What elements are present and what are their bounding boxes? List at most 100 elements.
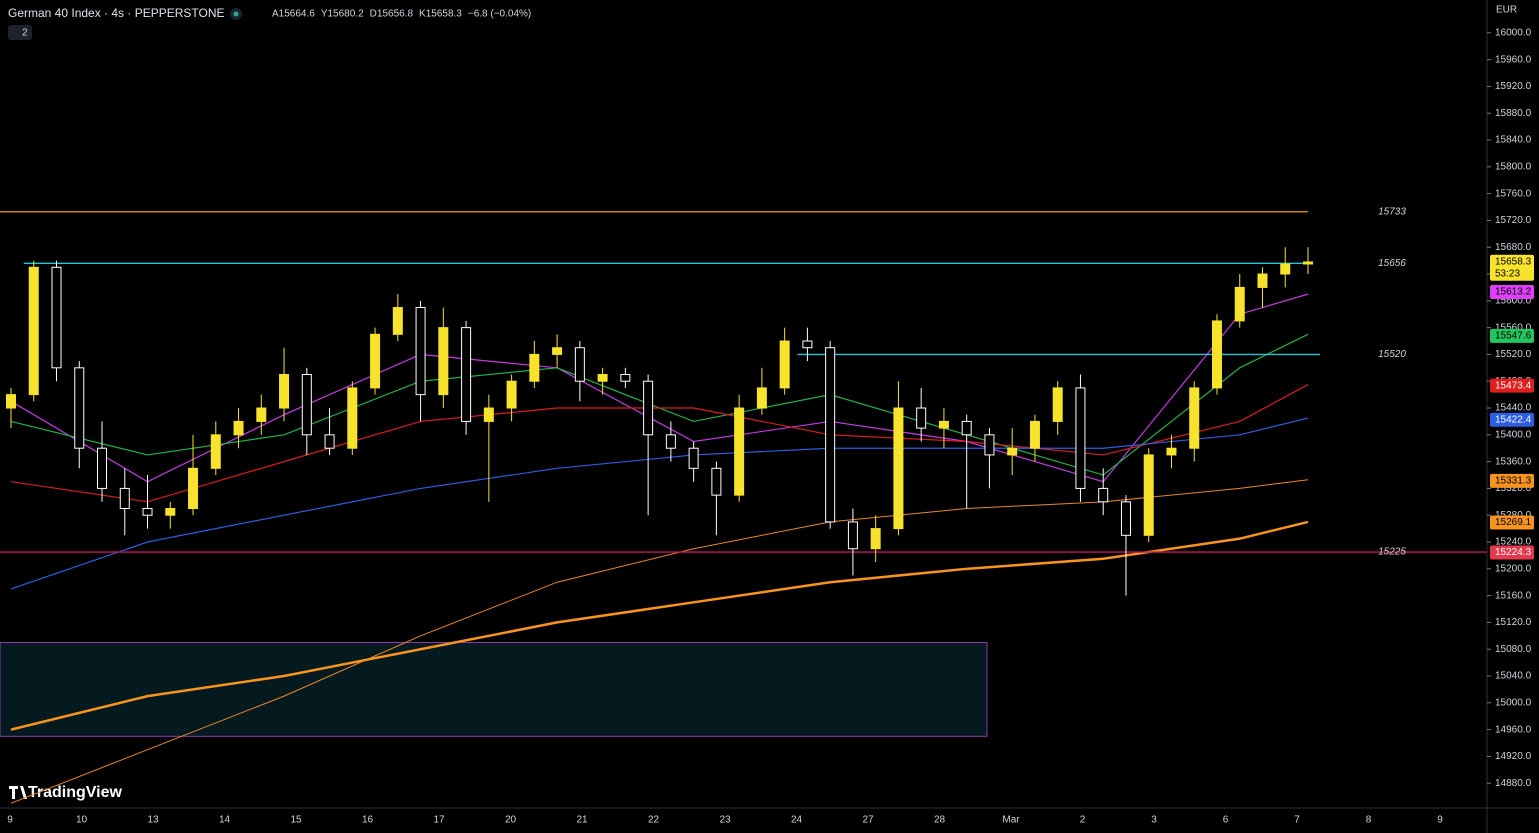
candle-body — [552, 347, 563, 355]
price-badge-label: 15613.2 — [1495, 287, 1532, 298]
y-tick-label: 15240.0 — [1495, 537, 1532, 548]
level-label: 15656 — [1378, 258, 1406, 269]
price-badge-label: 15547.6 — [1495, 331, 1532, 342]
candle-body — [347, 387, 358, 449]
candle-body — [279, 374, 290, 409]
candle-body — [597, 374, 608, 382]
x-tick-label: 22 — [648, 815, 660, 826]
level-label: 15225 — [1378, 547, 1406, 558]
candle-body — [119, 487, 130, 510]
candle-body — [1280, 263, 1291, 275]
candle-body — [506, 380, 517, 409]
candle-body — [51, 266, 62, 369]
y-tick-label: 15360.0 — [1495, 456, 1532, 467]
x-tick-label: 6 — [1223, 815, 1229, 826]
candle-body — [643, 380, 654, 436]
y-tick-label: 15440.0 — [1495, 403, 1532, 414]
x-tick-label: 14 — [219, 815, 231, 826]
candle-body — [188, 467, 199, 510]
candle-body — [1120, 501, 1131, 536]
y-tick-label: 15720.0 — [1495, 215, 1532, 226]
candle-body — [461, 327, 472, 422]
y-tick-label: 15000.0 — [1495, 697, 1532, 708]
price-badge-label: 15658.3 — [1495, 256, 1532, 267]
price-badge-label: 15224.3 — [1495, 547, 1532, 558]
price-badge — [1490, 378, 1534, 393]
ohlc-value: K15658.3 — [419, 9, 462, 20]
y-tick-label: 15880.0 — [1495, 108, 1532, 119]
candle-body — [1234, 286, 1245, 322]
price-badge — [1490, 412, 1534, 427]
candle-body — [574, 347, 585, 382]
candle-body — [392, 307, 403, 335]
x-tick-label: 20 — [505, 815, 517, 826]
candle-body — [1143, 454, 1154, 536]
candle-body — [984, 434, 995, 456]
candle-body — [97, 447, 108, 489]
y-tick-label: 15600.0 — [1495, 295, 1532, 306]
candle-body — [483, 407, 494, 422]
candle-body — [916, 407, 927, 429]
y-tick-label: 15080.0 — [1495, 644, 1532, 655]
x-tick-label: 9 — [7, 815, 13, 826]
ohlc-value: A15664.6 — [272, 9, 315, 20]
y-tick-label: 16000.0 — [1495, 27, 1532, 38]
candle-body — [1303, 261, 1313, 265]
price-badge — [1490, 545, 1534, 560]
x-tick-label: 13 — [147, 815, 159, 826]
candle-body — [1007, 447, 1018, 456]
y-tick-label: 15680.0 — [1495, 242, 1532, 253]
price-badge-label: 15269.1 — [1495, 517, 1532, 528]
candle-body — [301, 374, 312, 436]
candle-body — [1052, 387, 1063, 422]
y-tick-label: 15960.0 — [1495, 54, 1532, 65]
candle-body — [779, 340, 790, 389]
candle-body — [370, 333, 381, 389]
x-tick-label: Mar — [1002, 815, 1020, 826]
price-badge-label: 15473.4 — [1495, 380, 1532, 391]
x-tick-label: 2 — [1080, 815, 1086, 826]
candle-body — [415, 307, 426, 396]
candle-body — [847, 521, 858, 550]
symbol-title[interactable]: German 40 Index · 4s · PEPPERSTONE — [8, 6, 225, 20]
x-tick-label: 28 — [934, 815, 946, 826]
y-tick-label: 15280.0 — [1495, 510, 1532, 521]
candle-body — [165, 508, 176, 516]
candle-body — [1075, 387, 1086, 489]
countdown: 53:23 — [1495, 268, 1520, 279]
currency[interactable]: EUR — [1496, 5, 1517, 16]
x-tick-label: 24 — [791, 815, 803, 826]
x-tick-label: 10 — [76, 815, 88, 826]
indicator-toggle[interactable] — [8, 25, 32, 40]
candle-body — [756, 387, 767, 409]
y-tick-label: 15160.0 — [1495, 590, 1532, 601]
x-tick-label: 27 — [862, 815, 874, 826]
level-label: 15520 — [1378, 349, 1406, 360]
x-tick-label: 15 — [290, 815, 302, 826]
y-tick-label: 15040.0 — [1495, 671, 1532, 682]
x-tick-label: 8 — [1366, 815, 1372, 826]
candle-body — [620, 374, 631, 382]
status-dot — [233, 11, 239, 17]
candle-body — [210, 434, 221, 469]
candle-body — [870, 528, 881, 550]
candle-body — [74, 367, 85, 449]
y-tick-label: 14960.0 — [1495, 724, 1532, 735]
candle-body — [1098, 487, 1109, 503]
y-tick-label: 15200.0 — [1495, 563, 1532, 574]
ohlc-value: D15656.8 — [370, 9, 414, 20]
candle-body — [256, 407, 267, 422]
y-tick-label: 15840.0 — [1495, 135, 1532, 146]
ohlc-value: −6.8 (−0.04%) — [468, 9, 531, 20]
y-tick-label: 14920.0 — [1495, 751, 1532, 762]
y-tick-label: 15920.0 — [1495, 81, 1532, 92]
candle-body — [28, 266, 39, 396]
ohlc-value: Y15680.2 — [321, 9, 364, 20]
zone — [0, 642, 988, 737]
candle-body — [711, 467, 722, 496]
indicator-count[interactable]: 2 — [22, 28, 28, 39]
candle-body — [1189, 387, 1200, 449]
y-tick-label: 15400.0 — [1495, 429, 1532, 440]
x-tick-label: 9 — [1437, 815, 1443, 826]
